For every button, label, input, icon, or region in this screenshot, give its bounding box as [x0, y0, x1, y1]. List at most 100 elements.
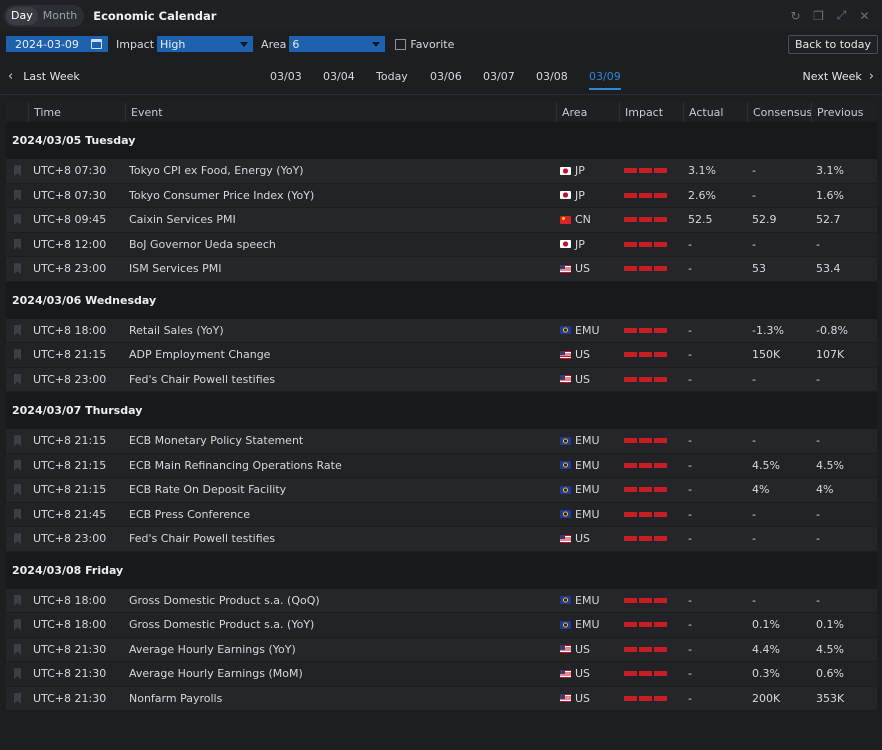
actual-cell: - — [688, 483, 692, 497]
header-consensus[interactable]: Consensus — [747, 102, 812, 122]
table-row[interactable]: UTC+8 18:00 Retail Sales (YoY) EMU - -1.3% -0… — [6, 318, 877, 343]
next-week-button[interactable]: Next Week › — [803, 69, 874, 84]
event-cell[interactable]: Tokyo Consumer Price Index (YoY) — [129, 188, 315, 202]
day-tab[interactable]: 03/04 — [323, 70, 355, 83]
table-row[interactable]: UTC+8 07:30 Tokyo CPI ex Food, Energy (Yo… — [6, 159, 877, 184]
table-row[interactable]: UTC+8 18:00 Gross Domestic Product s.a. (… — [6, 588, 877, 613]
day-tab[interactable]: 03/08 — [536, 70, 568, 83]
event-cell[interactable]: ECB Main Refinancing Operations Rate — [129, 458, 342, 472]
event-cell[interactable]: Retail Sales (YoY) — [129, 323, 224, 337]
header-impact[interactable]: Impact — [619, 102, 683, 122]
bookmark-icon[interactable] — [14, 435, 21, 447]
date-picker[interactable]: 2024-03-09 — [6, 36, 108, 52]
consensus-cell: - — [752, 593, 756, 607]
event-cell[interactable]: Fed's Chair Powell testifies — [129, 532, 276, 546]
table-row[interactable]: UTC+8 21:30 Average Hourly Earnings (MoM)… — [6, 662, 877, 687]
event-cell[interactable]: ECB Press Conference — [129, 507, 250, 521]
header-area[interactable]: Area — [556, 102, 619, 122]
table-row[interactable]: UTC+8 21:15 ECB Monetary Policy Statement… — [6, 429, 877, 454]
time-cell: UTC+8 21:15 — [33, 348, 107, 362]
event-cell[interactable]: Tokyo CPI ex Food, Energy (YoY) — [129, 164, 304, 178]
bookmark-icon[interactable] — [14, 238, 21, 250]
calendar-icon[interactable] — [91, 39, 102, 49]
day-tab[interactable]: 03/07 — [483, 70, 515, 83]
area-cell: EMU — [560, 589, 600, 613]
event-cell[interactable]: BoJ Governor Ueda speech — [129, 237, 276, 251]
day-tab-today[interactable]: Today — [376, 70, 408, 83]
event-cell[interactable]: Average Hourly Earnings (MoM) — [129, 667, 303, 681]
bookmark-icon[interactable] — [14, 692, 21, 704]
bookmark-icon[interactable] — [14, 533, 21, 545]
impact-select[interactable]: High — [157, 36, 254, 52]
event-cell[interactable]: ADP Employment Change — [129, 348, 271, 362]
table-row[interactable]: UTC+8 21:15 ECB Rate On Deposit Facility E… — [6, 478, 877, 503]
table-row[interactable]: UTC+8 21:15 ECB Main Refinancing Operatio… — [6, 453, 877, 478]
last-week-button[interactable]: ‹ Last Week — [8, 69, 80, 84]
refresh-icon[interactable]: ↻ — [790, 8, 801, 23]
bookmark-icon[interactable] — [14, 459, 21, 471]
bookmark-icon[interactable] — [14, 324, 21, 336]
impact-bar — [639, 376, 652, 382]
event-cell[interactable]: Nonfarm Payrolls — [129, 691, 223, 705]
bookmark-icon[interactable] — [14, 373, 21, 385]
event-cell[interactable]: Fed's Chair Powell testifies — [129, 372, 276, 386]
consensus-cell: 4.5% — [752, 458, 780, 472]
bookmark-icon[interactable] — [14, 349, 21, 361]
event-cell[interactable]: Average Hourly Earnings (YoY) — [129, 642, 296, 656]
table-row[interactable]: UTC+8 23:00 ISM Services PMI US - 53 53.4 — [6, 257, 877, 282]
event-cell[interactable]: Gross Domestic Product s.a. (QoQ) — [129, 593, 320, 607]
popout-icon[interactable]: ❐ — [813, 8, 824, 23]
table-row[interactable]: UTC+8 21:30 Average Hourly Earnings (YoY)… — [6, 637, 877, 662]
impact-bars — [624, 438, 667, 444]
tab-month[interactable]: Month — [42, 8, 78, 22]
consensus-cell: 200K — [752, 691, 781, 705]
event-cell[interactable]: Gross Domestic Product s.a. (YoY) — [129, 618, 315, 632]
event-cell[interactable]: ECB Rate On Deposit Facility — [129, 483, 287, 497]
favorite-checkbox[interactable] — [395, 38, 407, 50]
day-tab[interactable]: 03/06 — [430, 70, 462, 83]
back-to-today-button[interactable]: Back to today — [787, 35, 878, 54]
table-row[interactable]: UTC+8 21:30 Nonfarm Payrolls US - 200K 353K — [6, 686, 877, 711]
area-code: EMU — [575, 593, 600, 607]
bookmark-icon[interactable] — [14, 508, 21, 520]
close-icon[interactable]: ✕ — [859, 8, 870, 23]
bookmark-icon[interactable] — [14, 484, 21, 496]
favorite-label[interactable]: Favorite — [410, 37, 455, 51]
table-row[interactable]: UTC+8 21:45 ECB Press Conference EMU - - - — [6, 502, 877, 527]
bookmark-icon[interactable] — [14, 668, 21, 680]
event-cell[interactable]: Caixin Services PMI — [129, 213, 236, 227]
header-previous[interactable]: Previous — [811, 102, 877, 122]
impact-bar — [639, 646, 652, 652]
table-row[interactable]: UTC+8 12:00 BoJ Governor Ueda speech JP - - - — [6, 232, 877, 257]
event-cell[interactable]: ISM Services PMI — [129, 262, 222, 276]
window-controls: ↻ ❐ ⤢ ✕ — [788, 8, 872, 23]
table-row[interactable]: UTC+8 23:00 Fed's Chair Powell testifies U… — [6, 367, 877, 392]
expand-icon[interactable]: ⤢ — [836, 8, 847, 22]
bookmark-icon[interactable] — [14, 165, 21, 177]
bookmark-icon[interactable] — [14, 643, 21, 655]
area-cell: EMU — [560, 454, 600, 478]
tab-day[interactable]: Day — [6, 6, 38, 25]
bookmark-icon[interactable] — [14, 263, 21, 275]
area-select[interactable]: 6 — [289, 36, 386, 52]
bookmark-icon[interactable] — [14, 189, 21, 201]
table-row[interactable]: UTC+8 23:00 Fed's Chair Powell testifies U… — [6, 527, 877, 552]
impact-bar — [639, 192, 652, 198]
table-row[interactable]: UTC+8 09:45 Caixin Services PMI CN 52.5 52.9… — [6, 208, 877, 233]
day-tab-selected[interactable]: 03/09 — [589, 70, 621, 90]
day-tab[interactable]: 03/03 — [270, 70, 302, 83]
header-time[interactable]: Time — [28, 102, 125, 122]
table-row[interactable]: UTC+8 21:15 ADP Employment Change US - 150K 1… — [6, 343, 877, 368]
bookmark-cell — [14, 233, 21, 257]
impact-bars — [624, 597, 667, 603]
bookmark-icon[interactable] — [14, 619, 21, 631]
table-row[interactable]: UTC+8 18:00 Gross Domestic Product s.a. (… — [6, 613, 877, 638]
bookmark-icon[interactable] — [14, 594, 21, 606]
table-row[interactable]: UTC+8 07:30 Tokyo Consumer Price Index (Y… — [6, 183, 877, 208]
event-cell[interactable]: ECB Monetary Policy Statement — [129, 434, 304, 448]
bookmark-icon[interactable] — [14, 214, 21, 226]
header-event[interactable]: Event — [125, 102, 556, 122]
header-actual[interactable]: Actual — [683, 102, 747, 122]
impact-bar — [639, 327, 652, 333]
area-code: EMU — [575, 458, 600, 472]
